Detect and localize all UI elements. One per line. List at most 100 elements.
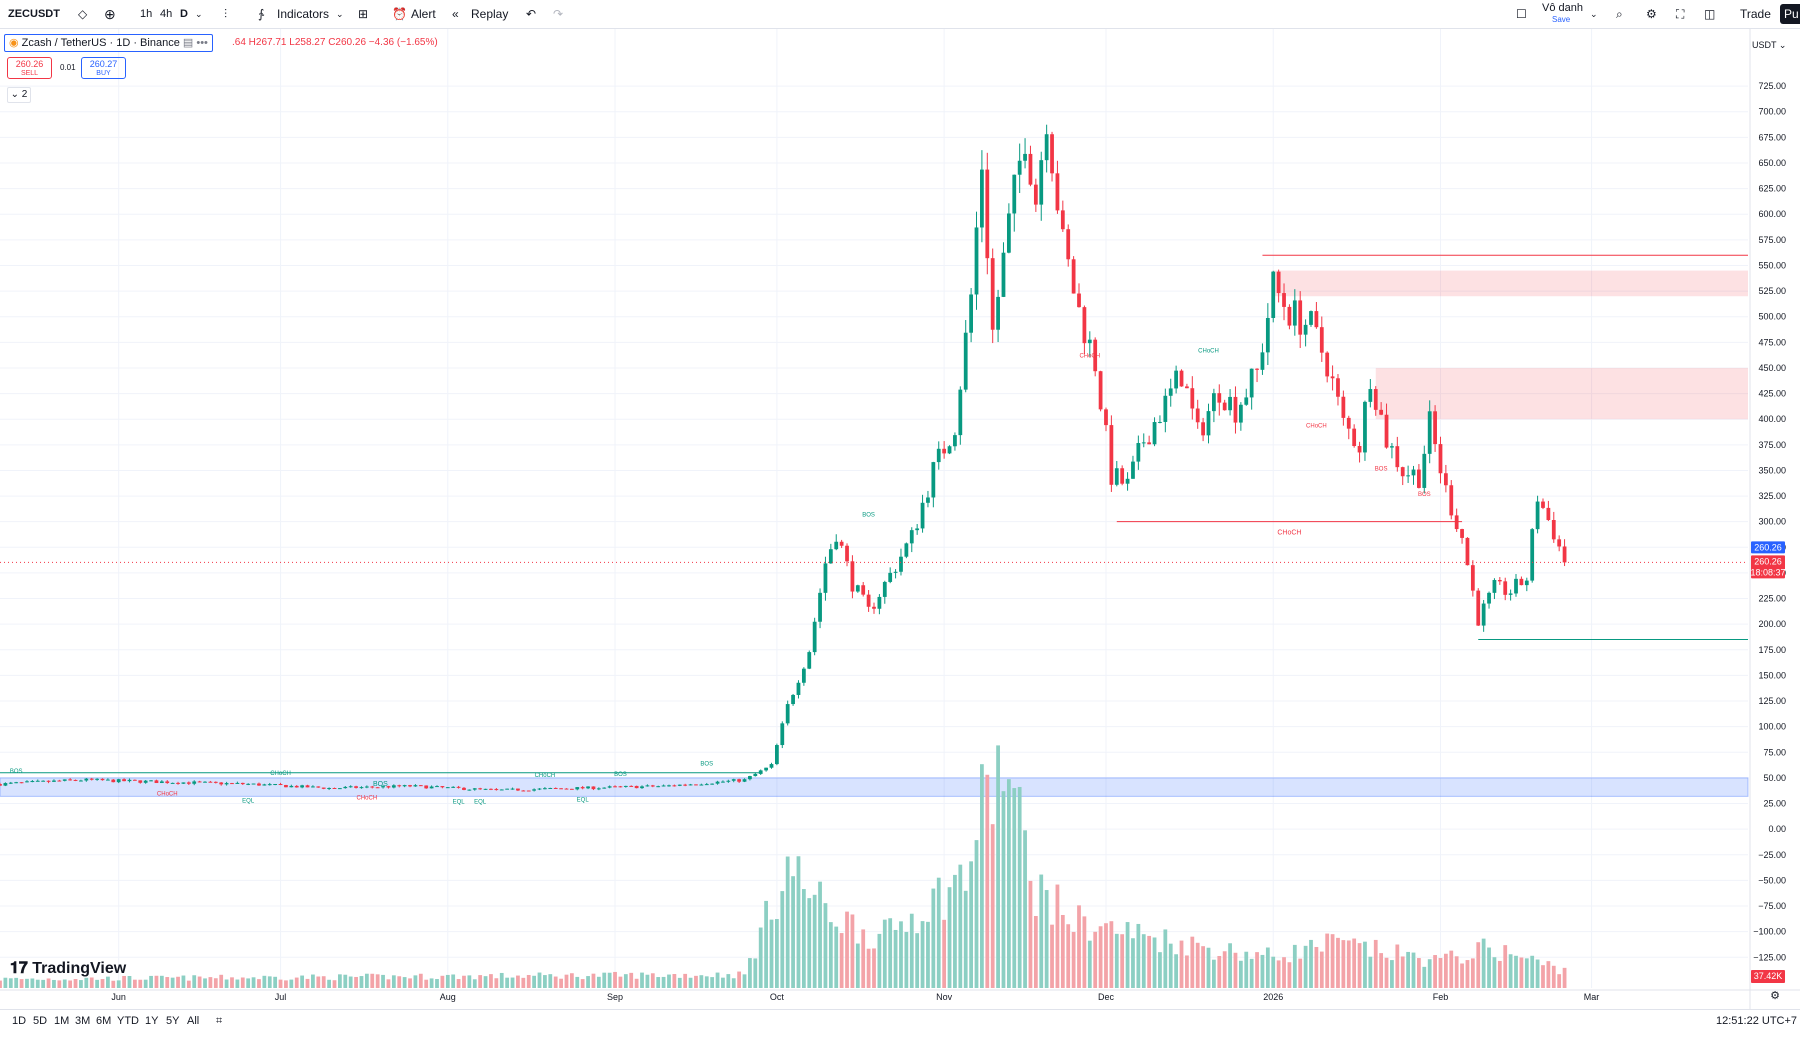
chevron-down-icon[interactable]: ⌄ <box>195 9 203 19</box>
candle-down <box>1400 467 1405 477</box>
candle-up <box>327 787 331 789</box>
add-symbol-icon[interactable]: ⊕ <box>104 6 116 22</box>
structure-label: CHoCH <box>1306 423 1327 429</box>
volume-bar <box>677 977 682 988</box>
volume-bar <box>1390 960 1394 988</box>
candle-up <box>758 770 763 774</box>
candle-down <box>872 606 876 609</box>
candle-up <box>731 779 736 781</box>
range-6m[interactable]: 6M <box>96 1015 112 1027</box>
candle-up <box>364 786 369 788</box>
indicators-button[interactable]: Indicators <box>277 7 330 21</box>
range-all[interactable]: All <box>187 1015 200 1027</box>
alert-icon[interactable]: ⏰ <box>392 7 407 21</box>
buy-button[interactable]: 260.27 BUY <box>81 57 126 79</box>
candle-down <box>1233 396 1238 423</box>
range-1m[interactable]: 1M <box>54 1015 70 1027</box>
volume-bar <box>41 979 46 988</box>
volume-bar <box>186 980 191 988</box>
volume-bar <box>602 972 607 988</box>
volume-bar <box>1551 965 1556 988</box>
volume-bar <box>462 975 466 988</box>
volume-bar <box>499 972 504 988</box>
range-5d[interactable]: 5D <box>33 1015 48 1027</box>
candle-down <box>208 781 213 783</box>
candle-up <box>715 781 720 784</box>
candle-up <box>980 169 984 228</box>
fullscreen-icon[interactable]: ⛶ <box>1676 7 1685 21</box>
chevron-down-icon[interactable]: ⌄ <box>1590 9 1598 19</box>
price-badge-blue <box>1751 541 1785 554</box>
volume-bar <box>1292 944 1297 988</box>
symbol-search[interactable]: ZECUSDT <box>8 8 60 20</box>
legend-more-icon[interactable]: ▤ ••• <box>182 37 208 49</box>
replay-button[interactable]: Replay <box>471 7 509 21</box>
volume-bar <box>370 973 375 988</box>
candle-down <box>1120 468 1125 484</box>
volume-bar <box>35 979 40 988</box>
candle-down <box>694 784 698 786</box>
volume-bar <box>494 978 499 988</box>
range-1d[interactable]: 1D <box>12 1015 27 1027</box>
chevron-down-icon[interactable]: ⌄ <box>336 9 344 19</box>
diamond-icon[interactable]: ◇ <box>78 7 88 21</box>
volume-bar <box>1152 937 1157 988</box>
redo-icon[interactable]: ↷ <box>553 7 564 21</box>
volume-bar <box>1519 957 1524 988</box>
volume-bar <box>1379 953 1384 988</box>
utc-clock[interactable]: 12:51:22 UTC+7 <box>1716 1015 1798 1027</box>
volume-bar <box>429 978 434 988</box>
volume-bar <box>1131 938 1135 988</box>
range-1y[interactable]: 1Y <box>145 1015 159 1027</box>
volume-bar <box>111 980 116 988</box>
timeframe-4h[interactable]: 4h <box>160 8 173 20</box>
indicators-collapse-button[interactable]: ⌄ 2 <box>7 87 31 103</box>
timeframe-d[interactable]: D <box>180 8 188 20</box>
volume-bar <box>618 976 623 988</box>
undo-icon[interactable]: ↶ <box>526 7 537 21</box>
candle-down <box>278 784 283 786</box>
range-5y[interactable]: 5Y <box>166 1015 180 1027</box>
trade-button[interactable]: Trade <box>1740 7 1771 21</box>
candle-up <box>311 786 315 788</box>
candle-down <box>332 787 337 789</box>
volume-bar <box>1454 956 1459 988</box>
symbol-legend[interactable]: ◉ Zcash / TetherUS · 1D · Binance ▤ ••• <box>4 34 213 52</box>
user-name[interactable]: Vô danh <box>1542 2 1583 14</box>
price-tick-label: 25.00 <box>1763 799 1786 809</box>
alert-button[interactable]: Alert <box>411 7 436 21</box>
candle-down <box>316 786 321 788</box>
candle-up <box>1524 580 1529 586</box>
level-label: CHoCH <box>1277 530 1301 537</box>
volume-bar <box>435 979 439 988</box>
volume-bar <box>1438 957 1443 988</box>
candles-icon[interactable]: ⫶ <box>224 7 228 21</box>
date-range-icon[interactable]: ⌗ <box>216 1015 223 1027</box>
save-label[interactable]: Save <box>1552 15 1571 24</box>
volume-bar <box>640 972 644 988</box>
price-tick-label: 50.00 <box>1763 773 1786 783</box>
volume-bar <box>143 979 148 988</box>
range-ytd[interactable]: YTD <box>117 1015 139 1027</box>
volume-bar <box>1260 954 1265 988</box>
sell-button[interactable]: 260.26 SELL <box>7 57 52 79</box>
volume-bar <box>564 974 569 988</box>
candle-up <box>721 781 725 783</box>
replay-icon[interactable]: « <box>452 7 459 21</box>
search-icon[interactable]: ⌕ <box>1616 7 1623 21</box>
camera-icon[interactable]: ◫ <box>1704 7 1716 21</box>
publish-button[interactable]: Pu <box>1780 4 1800 24</box>
candle-down <box>1033 184 1038 205</box>
timeframe-1h[interactable]: 1h <box>140 8 153 20</box>
layouts-icon[interactable]: ⊞ <box>358 7 369 21</box>
levels-layer: CHoCH BOS <box>0 254 1748 788</box>
volume-bar <box>683 973 688 988</box>
indicators-icon[interactable]: ∱ <box>258 7 265 21</box>
volume-bar <box>176 976 180 988</box>
range-3m[interactable]: 3M <box>75 1015 91 1027</box>
volume-bar <box>240 977 245 988</box>
settings-icon[interactable]: ⚙ <box>1646 7 1657 21</box>
checkbox-icon[interactable]: ☐ <box>1516 7 1527 21</box>
candle-up <box>926 497 930 503</box>
